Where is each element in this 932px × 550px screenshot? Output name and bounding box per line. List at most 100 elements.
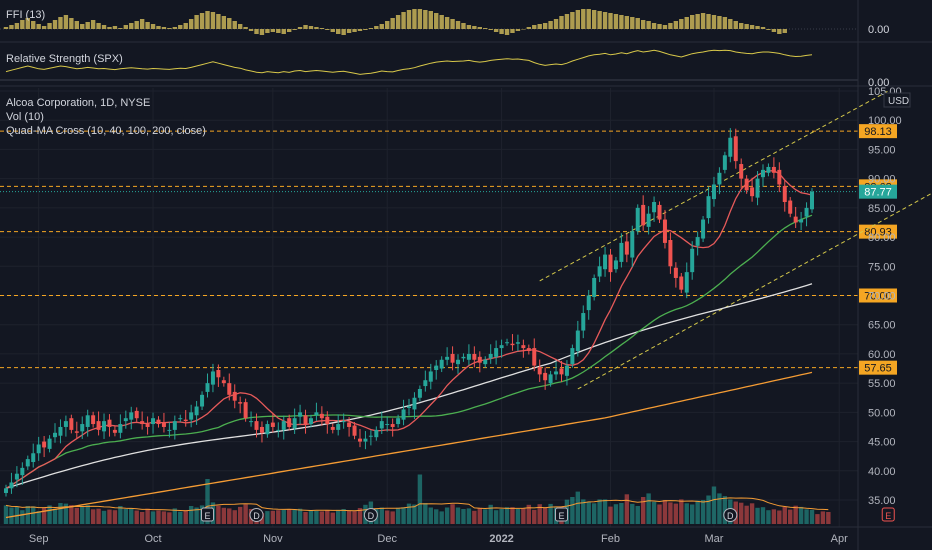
candle[interactable]	[74, 431, 79, 433]
candle[interactable]	[505, 342, 510, 344]
candle[interactable]	[69, 418, 74, 430]
candle[interactable]	[554, 371, 559, 375]
ma-legend[interactable]: Quad-MA Cross (10, 40, 100, 200, close)	[6, 125, 206, 137]
symbol-title[interactable]: Alcoa Corporation, 1D, NYSE	[6, 97, 150, 109]
candle[interactable]	[466, 353, 471, 360]
candle[interactable]	[684, 272, 689, 293]
relative-strength-pane[interactable]	[0, 49, 858, 81]
candle[interactable]	[799, 219, 804, 223]
candle[interactable]	[341, 421, 346, 423]
candle[interactable]	[308, 418, 313, 425]
candle[interactable]	[200, 394, 205, 407]
candle[interactable]	[401, 409, 406, 420]
candle[interactable]	[123, 418, 128, 422]
candle[interactable]	[613, 260, 618, 270]
candle[interactable]	[129, 412, 134, 420]
candle[interactable]	[281, 421, 286, 430]
earnings-marker[interactable]	[554, 507, 568, 522]
candle[interactable]	[363, 438, 368, 442]
candle[interactable]	[417, 388, 422, 398]
candle[interactable]	[42, 441, 47, 448]
candle[interactable]	[526, 348, 531, 352]
candle[interactable]	[107, 419, 112, 427]
candle[interactable]	[777, 169, 782, 185]
candle[interactable]	[156, 419, 161, 425]
candle[interactable]	[178, 418, 183, 420]
candle[interactable]	[581, 313, 586, 331]
candle[interactable]	[85, 415, 90, 427]
candle[interactable]	[91, 415, 96, 425]
candle[interactable]	[216, 369, 221, 378]
candle[interactable]	[515, 342, 520, 344]
candle[interactable]	[161, 422, 166, 427]
candle[interactable]	[750, 187, 755, 197]
candle[interactable]	[14, 473, 19, 480]
candle[interactable]	[254, 421, 259, 430]
candle[interactable]	[249, 421, 254, 423]
candle[interactable]	[292, 418, 297, 429]
candle[interactable]	[760, 169, 765, 178]
candle[interactable]	[766, 166, 771, 173]
candle[interactable]	[450, 353, 455, 363]
candle[interactable]	[96, 421, 101, 430]
candle[interactable]	[53, 432, 58, 438]
candle[interactable]	[564, 365, 569, 376]
candle[interactable]	[673, 267, 678, 278]
candle[interactable]	[521, 345, 526, 349]
earnings-marker[interactable]	[201, 507, 214, 522]
candle[interactable]	[63, 421, 68, 427]
candle[interactable]	[559, 368, 564, 375]
candle[interactable]	[221, 380, 226, 384]
candle[interactable]	[624, 241, 629, 255]
candle[interactable]	[619, 242, 624, 262]
candle[interactable]	[744, 178, 749, 191]
candle[interactable]	[662, 219, 667, 243]
candle[interactable]	[483, 359, 488, 365]
candle[interactable]	[189, 412, 194, 420]
dividend-marker[interactable]	[249, 508, 264, 522]
candle[interactable]	[543, 372, 548, 381]
candle[interactable]	[439, 359, 444, 369]
candle[interactable]	[47, 438, 52, 449]
last-price-badge[interactable]	[859, 184, 897, 199]
candle[interactable]	[532, 348, 537, 366]
candle[interactable]	[695, 237, 700, 246]
candle[interactable]	[711, 184, 716, 200]
candle[interactable]	[461, 356, 466, 359]
candle[interactable]	[303, 415, 308, 425]
candle[interactable]	[608, 254, 613, 273]
candle[interactable]	[287, 418, 292, 427]
candle[interactable]	[102, 421, 107, 432]
candle[interactable]	[259, 426, 264, 433]
candle[interactable]	[4, 488, 8, 493]
candle[interactable]	[701, 219, 706, 239]
candle[interactable]	[134, 410, 139, 419]
candle[interactable]	[810, 191, 814, 210]
candle[interactable]	[652, 202, 657, 213]
candle[interactable]	[210, 371, 215, 385]
candle[interactable]	[717, 172, 722, 185]
candle[interactable]	[118, 424, 123, 433]
candle[interactable]	[314, 412, 319, 416]
candle[interactable]	[194, 406, 199, 416]
candle[interactable]	[172, 421, 177, 430]
candle[interactable]	[80, 424, 85, 432]
candle[interactable]	[298, 412, 303, 417]
candle[interactable]	[325, 416, 330, 425]
candle[interactable]	[592, 277, 597, 297]
candle[interactable]	[771, 166, 776, 173]
candle[interactable]	[319, 413, 324, 419]
candle[interactable]	[570, 348, 575, 365]
candle[interactable]	[739, 164, 744, 179]
candle[interactable]	[357, 438, 362, 442]
dividend-marker[interactable]	[363, 508, 378, 522]
candle[interactable]	[428, 371, 433, 382]
candle[interactable]	[9, 482, 14, 489]
candle[interactable]	[477, 356, 482, 363]
candle[interactable]	[379, 421, 384, 429]
candle[interactable]	[145, 424, 150, 427]
candle[interactable]	[635, 207, 640, 232]
candle[interactable]	[668, 239, 673, 267]
candle[interactable]	[227, 383, 232, 395]
